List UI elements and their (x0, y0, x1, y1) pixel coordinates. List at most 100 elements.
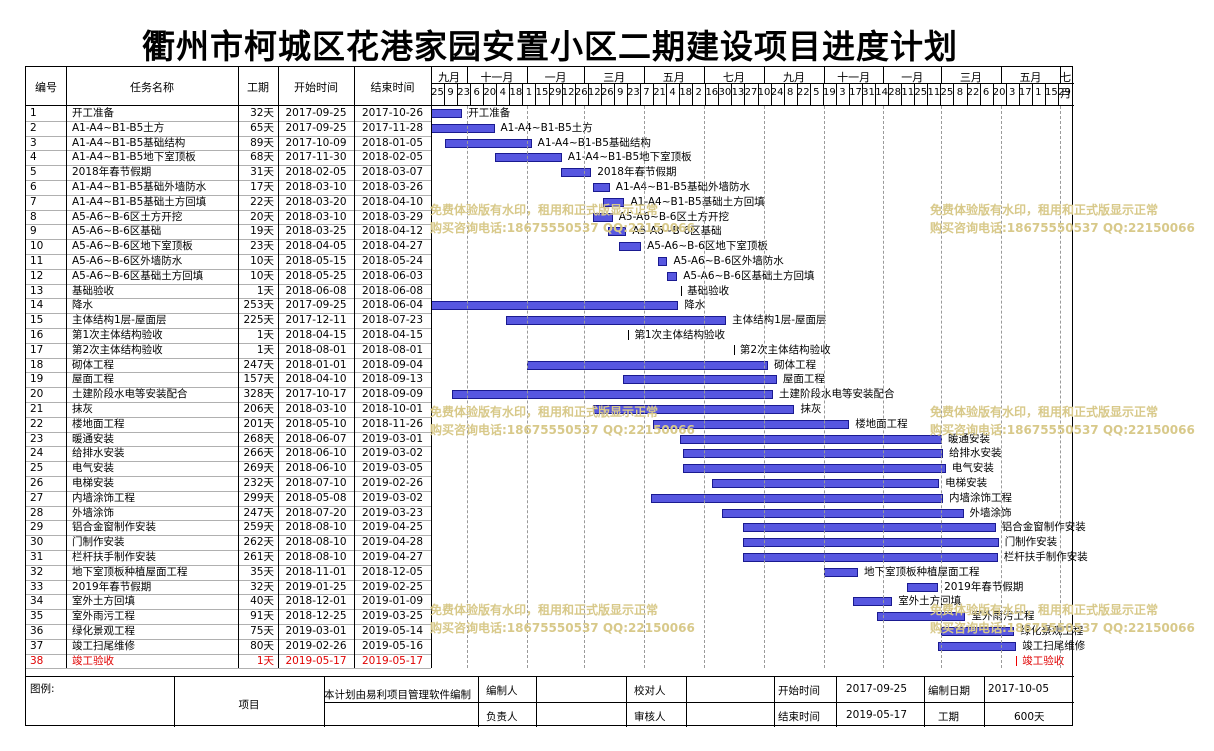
task-start: 2018-03-10 (285, 403, 347, 415)
day-tick: 7 (643, 87, 650, 98)
day-tick: 3 (839, 87, 846, 98)
milestone-marker (733, 344, 735, 355)
month-label: 十一月 (480, 71, 514, 84)
task-duration: 32天 (250, 107, 274, 119)
task-duration: 261天 (243, 551, 274, 563)
day-tick: 1 (1035, 87, 1042, 98)
grid-line (457, 83, 459, 105)
row-divider (26, 194, 431, 196)
grid-line (966, 83, 968, 105)
grid-line (705, 83, 707, 105)
day-tick: 25 (431, 87, 444, 98)
task-start: 2018-08-10 (285, 536, 347, 549)
task-bar-label: 主体结构1层-屋面层 (732, 314, 827, 327)
grid-line (783, 83, 785, 105)
day-tick: 6 (473, 87, 480, 98)
chart-guide (467, 106, 469, 669)
task-duration: 35天 (250, 565, 274, 578)
task-no: 18 (30, 358, 44, 371)
task-name: 抹灰 (72, 403, 93, 415)
grid-line (1057, 83, 1059, 105)
task-start: 2018-03-10 (285, 181, 347, 193)
task-duration: 262天 (243, 536, 274, 549)
task-bar-label: 铝合金窗制作安装 (1001, 521, 1086, 534)
grid-line (587, 83, 589, 105)
grid-line (927, 83, 929, 105)
grid-line (536, 676, 537, 727)
task-bar (667, 271, 678, 281)
chart-guide (644, 106, 645, 669)
software-note: 本计划由易利项目管理软件编制 (324, 689, 471, 701)
task-no: 28 (30, 506, 44, 519)
grid-line (526, 67, 528, 83)
row-divider (26, 402, 431, 403)
task-duration: 91天 (250, 610, 274, 623)
start-value: 2017-09-25 (846, 683, 908, 695)
grid-line (431, 67, 432, 669)
task-name: A5-A6~B-6区基础土方回填 (72, 269, 204, 282)
watermark: 免费体验版有水印，租用和正式版显示正常 购买咨询电话:18675550537 QQ… (930, 403, 1195, 439)
day-tick: 17 (1018, 87, 1032, 98)
row-divider (26, 431, 431, 433)
grid-line (692, 83, 694, 105)
task-end: 2018-01-05 (361, 136, 424, 149)
task-name: A5-A6~B-6区基础 (72, 225, 162, 238)
task-end: 2019-04-28 (361, 536, 424, 549)
task-end: 2018-09-09 (361, 388, 424, 401)
row-divider (26, 535, 431, 537)
task-bar-label: 楼地面工程 (855, 417, 908, 430)
task-end: 2019-05-16 (361, 639, 424, 652)
task-name: 第2次主体结构验收 (72, 343, 163, 356)
row-divider (26, 342, 431, 344)
task-end: 2019-01-09 (361, 595, 424, 608)
watermark: 免费体验版有水印，租用和正式版显示正常 购买咨询电话:18675550537 QQ… (430, 201, 695, 237)
task-bar-label: 土建阶段水电等安装配合 (778, 388, 895, 401)
grid-line (444, 83, 446, 105)
row-divider (26, 209, 431, 211)
grid-line (883, 67, 885, 83)
task-start: 2018-06-08 (285, 284, 347, 297)
task-bar (906, 582, 939, 592)
task-bar (506, 316, 727, 326)
grid-line (686, 676, 687, 727)
task-bar-label: 抹灰 (800, 403, 822, 415)
day-tick: 1 (525, 87, 533, 98)
grid-line (679, 83, 681, 105)
task-bar-label: A5-A6~B-6区基础土方回填 (683, 269, 815, 282)
grid-line (66, 67, 67, 669)
task-name: 砌体工程 (72, 358, 114, 371)
row-divider (26, 668, 431, 670)
grid-line (809, 83, 811, 105)
task-duration: 20天 (250, 210, 274, 223)
task-name: A1-A4~B1-B5地下室顶板 (72, 151, 196, 164)
task-name: A1-A4~B1-B5基础结构 (72, 136, 186, 149)
day-tick: 21 (653, 87, 666, 98)
grid-line (639, 83, 641, 105)
task-end: 2019-02-25 (361, 580, 424, 593)
task-start: 2017-09-25 (285, 107, 347, 119)
chart-guide (764, 106, 766, 669)
task-duration: 17天 (250, 181, 274, 193)
row-divider (26, 313, 431, 315)
month-label: 三月 (959, 71, 982, 84)
start-label: 开始时间 (778, 685, 820, 697)
grid-line (984, 676, 985, 727)
grid-line (483, 83, 485, 105)
grid-line (238, 67, 239, 669)
task-end: 2019-05-17 (361, 654, 424, 667)
task-bar-label: 降水 (684, 299, 706, 312)
grid-line (26, 105, 1074, 106)
task-end: 2017-10-26 (361, 107, 424, 119)
grid-line (774, 676, 775, 727)
grid-line (626, 676, 627, 727)
task-bar-label: 开工准备 (468, 107, 511, 119)
task-no: 2 (30, 121, 37, 134)
col-header-no: 编号 (35, 81, 57, 94)
month-label: 一月 (901, 71, 924, 84)
row-divider (26, 268, 431, 270)
task-no: 15 (30, 314, 44, 327)
row-divider (26, 653, 431, 655)
col-header-duration: 工期 (247, 81, 269, 94)
task-no: 35 (30, 610, 44, 623)
task-start: 2018-04-10 (285, 373, 347, 386)
